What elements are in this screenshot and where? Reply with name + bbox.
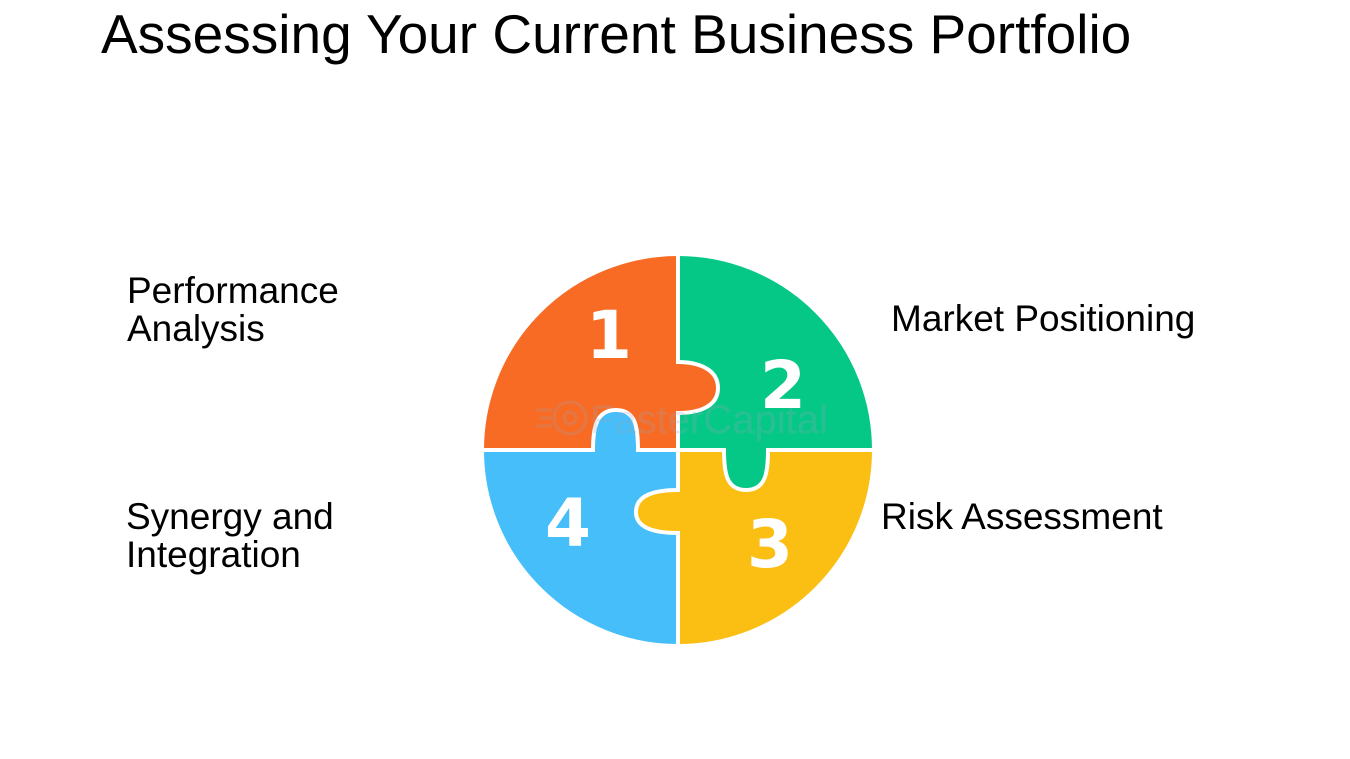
label-synergy-integration: Synergy and Integration	[126, 498, 334, 574]
watermark-text: FasterCapital	[590, 398, 828, 442]
watermark: FasterCapital	[536, 398, 828, 442]
piece-number-2: 2	[760, 347, 806, 424]
label-performance-analysis: Performance Analysis	[127, 272, 339, 348]
puzzle-seams	[483, 255, 873, 645]
label-performance-line-1: Performance	[127, 270, 339, 311]
label-risk-assessment: Risk Assessment	[881, 496, 1163, 537]
label-market-positioning: Market Positioning	[891, 298, 1196, 339]
piece-number-1: 1	[586, 297, 632, 374]
piece-number-3: 3	[747, 506, 793, 583]
puzzle-circle-diagram: FasterCapital 1 2 3 4	[478, 250, 878, 650]
label-synergy-line-2: Integration	[126, 534, 301, 575]
label-synergy-line-1: Synergy and	[126, 496, 334, 537]
page-title: Assessing Your Current Business Portfoli…	[101, 3, 1132, 65]
piece-number-4: 4	[545, 485, 591, 562]
puzzle-svg: FasterCapital 1 2 3 4	[482, 254, 874, 646]
label-performance-line-2: Analysis	[127, 308, 265, 349]
gear-speed-icon	[536, 400, 588, 436]
